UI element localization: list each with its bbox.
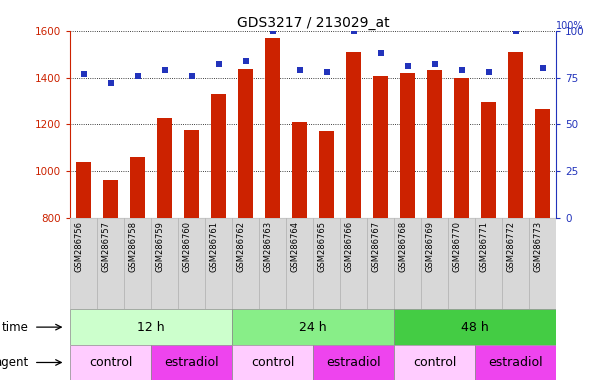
Bar [211, 94, 226, 218]
Point [511, 28, 521, 34]
Bar [508, 52, 523, 218]
Text: GSM286762: GSM286762 [236, 221, 246, 271]
Point [241, 58, 251, 64]
Text: GSM286759: GSM286759 [156, 221, 165, 271]
Point [214, 61, 224, 68]
Bar [178, 218, 205, 310]
Point [322, 69, 332, 75]
Point [349, 28, 359, 34]
Bar [448, 218, 475, 310]
Text: GSM286763: GSM286763 [264, 221, 273, 272]
Bar [232, 345, 313, 380]
Bar [454, 78, 469, 218]
Text: GSM286765: GSM286765 [318, 221, 327, 271]
Text: time: time [2, 321, 29, 334]
Text: control: control [89, 356, 133, 369]
Text: GSM286770: GSM286770 [453, 221, 461, 271]
Bar [394, 310, 556, 345]
Bar [502, 218, 529, 310]
Bar [157, 119, 172, 218]
Text: GSM286767: GSM286767 [371, 221, 381, 272]
Text: estradiol: estradiol [488, 356, 543, 369]
Point [295, 67, 304, 73]
Text: GSM286760: GSM286760 [183, 221, 192, 271]
Bar [70, 345, 151, 380]
Bar [76, 162, 91, 218]
Bar [367, 218, 394, 310]
Text: agent: agent [0, 356, 29, 369]
Text: GSM286758: GSM286758 [129, 221, 137, 271]
Bar [292, 122, 307, 218]
Bar [70, 310, 232, 345]
Title: GDS3217 / 213029_at: GDS3217 / 213029_at [237, 16, 389, 30]
Bar [535, 109, 550, 218]
Bar [475, 345, 556, 380]
Bar [238, 70, 253, 218]
Text: GSM286771: GSM286771 [480, 221, 489, 271]
Bar [152, 218, 178, 310]
Text: control: control [251, 356, 295, 369]
Text: GSM286768: GSM286768 [398, 221, 408, 272]
Bar [394, 345, 475, 380]
Text: 48 h: 48 h [461, 321, 489, 334]
Text: GSM286766: GSM286766 [345, 221, 354, 272]
Point [430, 61, 439, 68]
Text: GSM286764: GSM286764 [291, 221, 299, 271]
Bar [130, 157, 145, 218]
Bar [421, 218, 448, 310]
Text: 100%: 100% [556, 21, 584, 31]
Point [538, 65, 547, 71]
Bar [313, 345, 394, 380]
Text: 24 h: 24 h [299, 321, 327, 334]
Point [187, 73, 197, 79]
Bar [124, 218, 151, 310]
Bar [340, 218, 367, 310]
Bar [97, 218, 124, 310]
Bar [481, 102, 496, 218]
Bar [394, 218, 421, 310]
Bar [427, 71, 442, 218]
Point [268, 28, 277, 34]
Bar [152, 345, 232, 380]
Text: GSM286756: GSM286756 [75, 221, 84, 271]
Point [106, 80, 115, 86]
Bar [70, 218, 97, 310]
Bar [205, 218, 232, 310]
Text: GSM286769: GSM286769 [426, 221, 434, 271]
Bar [103, 180, 118, 218]
Bar [232, 218, 259, 310]
Text: GSM286773: GSM286773 [533, 221, 543, 272]
Point [403, 63, 412, 70]
Bar [286, 218, 313, 310]
Bar [185, 130, 199, 218]
Bar [319, 131, 334, 218]
Bar [265, 38, 280, 218]
Text: GSM286761: GSM286761 [210, 221, 219, 271]
Bar [400, 73, 415, 218]
Text: estradiol: estradiol [326, 356, 381, 369]
Text: GSM286772: GSM286772 [507, 221, 516, 271]
Text: 12 h: 12 h [137, 321, 165, 334]
Point [456, 67, 466, 73]
Bar [529, 218, 556, 310]
Bar [346, 52, 361, 218]
Point [79, 71, 89, 77]
Bar [475, 218, 502, 310]
Point [160, 67, 170, 73]
Text: GSM286757: GSM286757 [102, 221, 111, 271]
Point [133, 73, 142, 79]
Bar [373, 76, 388, 218]
Point [376, 50, 386, 56]
Text: estradiol: estradiol [164, 356, 219, 369]
Text: control: control [413, 356, 456, 369]
Bar [232, 310, 394, 345]
Bar [259, 218, 286, 310]
Point [484, 69, 494, 75]
Bar [313, 218, 340, 310]
